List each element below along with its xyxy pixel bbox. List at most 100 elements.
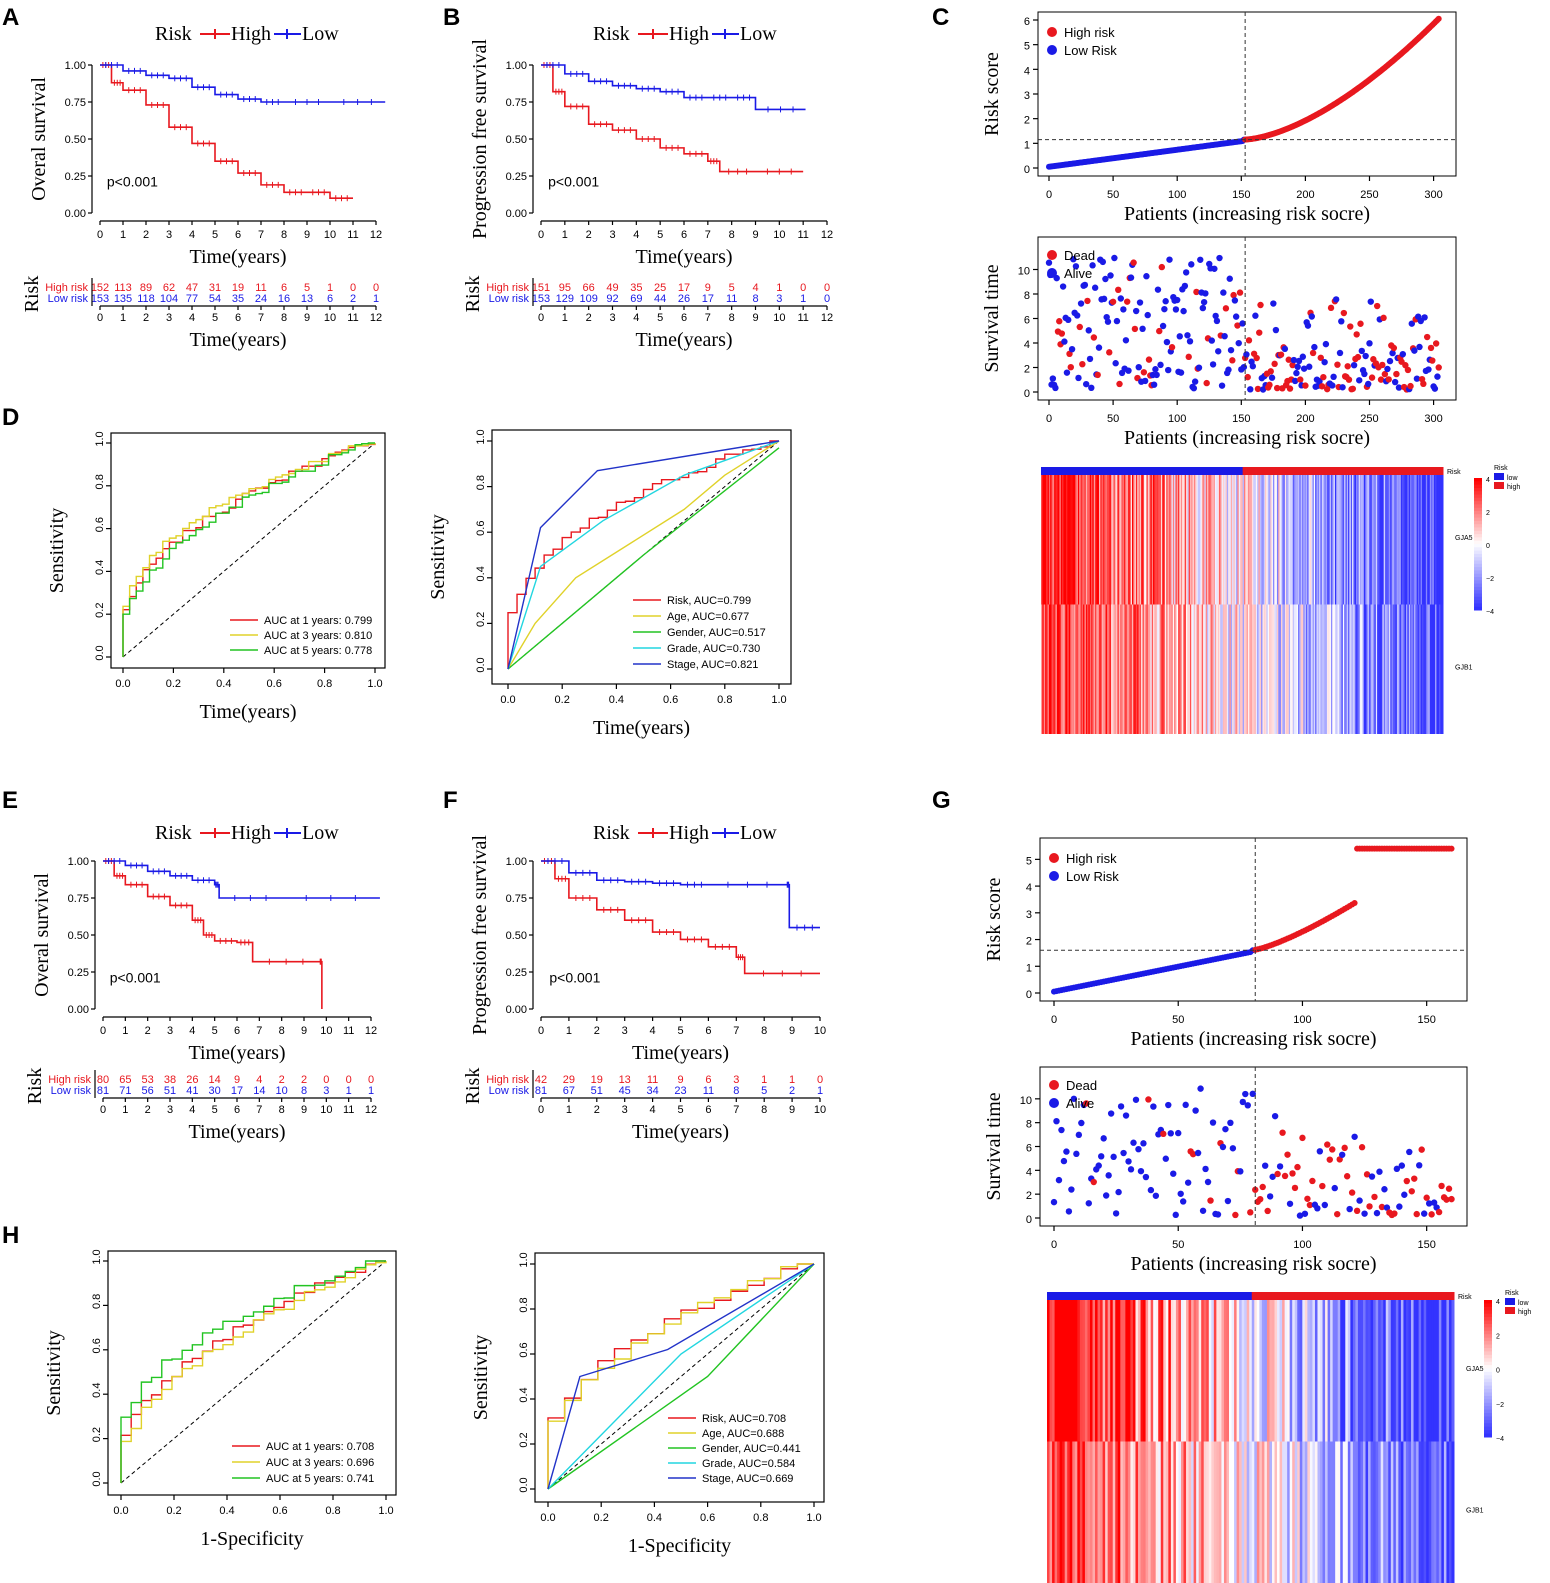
risk-x-tick-label: 3 [167, 1104, 173, 1116]
risk-band-cell [1153, 467, 1155, 475]
risk-band-cell [1176, 467, 1179, 475]
color-scale-step [1474, 507, 1482, 512]
x-tick-label: 150 [1417, 1014, 1435, 1026]
survival-point [1361, 370, 1368, 378]
color-scale-step [1484, 1300, 1492, 1304]
heatmap-cell-gja5 [1254, 475, 1257, 605]
heatmap-cell-gja5 [1120, 475, 1122, 605]
risk-band-cell [1073, 467, 1076, 475]
risk-low-count: 5 [761, 1085, 767, 1097]
heatmap-cell-gjb1 [1193, 1441, 1197, 1583]
heatmap-cell-gja5 [1217, 475, 1220, 605]
survival-point [1185, 353, 1192, 361]
survival-point [1448, 1195, 1455, 1203]
heatmap-cell-gja5 [1347, 1300, 1351, 1442]
risk-band-cell [1087, 467, 1089, 475]
survival-point [1420, 380, 1427, 388]
risk-band-cell [1100, 1292, 1104, 1300]
heatmap-cell-gjb1 [1303, 604, 1306, 734]
color-scale-step [1484, 1433, 1492, 1438]
risk-band-cell [1431, 467, 1433, 475]
y-tick-label: 4 [1024, 65, 1030, 77]
heatmap-cell-gjb1 [1102, 604, 1105, 734]
heatmap-cell-gja5 [1125, 475, 1128, 605]
heatmap-cell-gja5 [1143, 475, 1146, 605]
heatmap-legend-high: high [1507, 484, 1520, 491]
heatmap-cell-gja5 [1137, 475, 1140, 605]
survival-point [1373, 302, 1381, 310]
risk-low-count: 16 [278, 293, 290, 305]
risk-band-cell [1436, 467, 1439, 475]
risk-band-cell [1279, 467, 1282, 475]
diagonal-reference [120, 1260, 387, 1484]
color-scale-step [1484, 1344, 1492, 1349]
x-axis-label: 1-Specificity [628, 1535, 731, 1557]
heatmap-cell-gja5 [1441, 475, 1444, 605]
survival-point [1344, 363, 1351, 370]
heatmap-cell-gjb1 [1230, 604, 1233, 734]
heatmap-cell-gja5 [1246, 475, 1249, 605]
survival-point [1152, 366, 1159, 373]
x-tick-label: 4 [189, 229, 195, 241]
risk-x-tick-label: 4 [189, 312, 195, 324]
heatmap-cell-gjb1 [1381, 604, 1383, 734]
risk-band-cell [1282, 1292, 1286, 1300]
survival-point [1257, 301, 1264, 309]
survival-point [1189, 1150, 1197, 1158]
heatmap-cell-gja5 [1411, 475, 1414, 605]
risk-band-cell [1371, 467, 1374, 475]
heatmap-cell-gjb1 [1309, 604, 1312, 734]
risk-band-cell [1251, 1292, 1255, 1300]
heatmap-cell-gjb1 [1183, 1441, 1187, 1583]
heatmap-cell-gja5 [1178, 1300, 1182, 1442]
survival-point [1243, 351, 1250, 358]
heatmap-cell-gja5 [1092, 1300, 1096, 1442]
survival-point [1061, 338, 1068, 345]
heatmap-cell-gjb1 [1170, 604, 1172, 734]
heatmap-cell-gjb1 [1059, 604, 1062, 734]
risk-low-count: 2 [789, 1085, 795, 1097]
survival-point [1425, 1200, 1433, 1207]
heatmap-cell-gja5 [1236, 1300, 1240, 1442]
survival-point [1247, 1209, 1254, 1216]
heatmap-cell-gjb1 [1185, 604, 1188, 734]
risk-band-cell [1241, 1292, 1245, 1300]
heatmap-cell-gjb1 [1254, 1441, 1258, 1583]
heatmap-cell-gjb1 [1237, 604, 1240, 734]
survival-point [1179, 1198, 1187, 1205]
risk-band-cell [1307, 1292, 1311, 1300]
heatmap-cell-gja5 [1451, 1300, 1455, 1442]
risk-band-cell [1104, 467, 1107, 475]
roc-panel-H-left: 0.00.00.20.20.40.40.60.60.80.81.01.01-Sp… [43, 1249, 397, 1550]
heatmap-cell-gja5 [1329, 475, 1332, 605]
survival-point [1100, 1135, 1107, 1142]
heatmap-cell-gjb1 [1073, 604, 1076, 734]
legend-title: Risk [155, 822, 192, 844]
heatmap-cell-gja5 [1173, 1300, 1177, 1442]
heatmap-cell-gjb1 [1067, 604, 1070, 734]
color-scale-step [1474, 593, 1482, 598]
heatmap-cell-gjb1 [1403, 604, 1406, 734]
survival-point [1297, 376, 1304, 383]
risk-low-count: 1 [800, 293, 806, 305]
heatmap-cell-gjb1 [1211, 1441, 1215, 1583]
heatmap-cell-gjb1 [1370, 1441, 1374, 1583]
risk-x-tick-label: 11 [343, 1104, 354, 1116]
heatmap-cell-gja5 [1330, 475, 1333, 605]
survival-point [1339, 384, 1346, 391]
x-axis-label: Patients (increasing risk socre) [1124, 427, 1370, 449]
survival-point [1316, 1148, 1324, 1155]
color-scale-step [1474, 484, 1482, 489]
heatmap-cell-gja5 [1366, 475, 1369, 605]
heatmap-cell-gjb1 [1098, 604, 1101, 734]
heatmap-cell-gja5 [1112, 1300, 1116, 1442]
heatmap-cell-gja5 [1250, 475, 1253, 605]
risk-band-cell [1228, 467, 1230, 475]
risk-band-cell [1378, 467, 1381, 475]
y-tick-label: 10 [1020, 1095, 1032, 1107]
risk-x-tick-label: 2 [594, 1104, 600, 1116]
risk-band-cell [1100, 467, 1103, 475]
risk-x-tick-label: 11 [347, 312, 358, 324]
risk-band-cell [1135, 1292, 1139, 1300]
x-tick-label: 0 [100, 1025, 106, 1037]
